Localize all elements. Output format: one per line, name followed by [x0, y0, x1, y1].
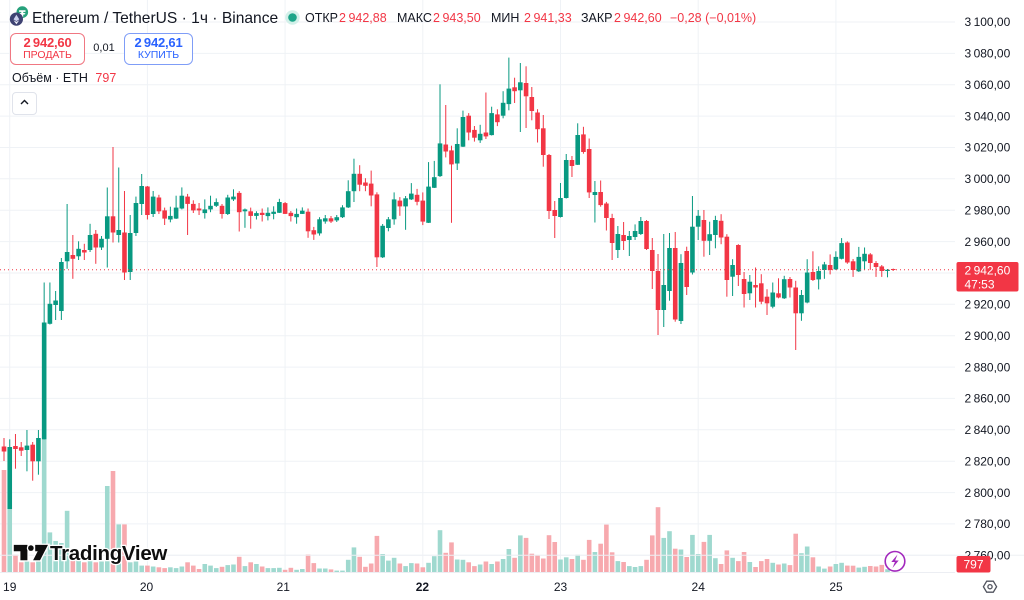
svg-text:22: 22 [416, 580, 430, 594]
svg-text:2 800,00: 2 800,00 [965, 486, 1011, 500]
svg-text:23: 23 [554, 580, 568, 594]
svg-text:3 060,00: 3 060,00 [965, 78, 1011, 92]
svg-text:2 900,00: 2 900,00 [965, 329, 1011, 343]
svg-text:25: 25 [829, 580, 843, 594]
svg-text:2 980,00: 2 980,00 [965, 203, 1011, 217]
svg-text:2 920,00: 2 920,00 [965, 298, 1011, 312]
svg-text:2 960,00: 2 960,00 [965, 235, 1011, 249]
svg-text:2 780,00: 2 780,00 [965, 517, 1011, 531]
svg-text:19: 19 [3, 580, 17, 594]
svg-text:2 860,00: 2 860,00 [965, 392, 1011, 406]
svg-text:3 020,00: 3 020,00 [965, 141, 1011, 155]
svg-text:20: 20 [140, 580, 154, 594]
svg-text:3 040,00: 3 040,00 [965, 109, 1011, 123]
svg-text:TradingView: TradingView [50, 542, 167, 565]
svg-text:47:53: 47:53 [965, 278, 995, 292]
svg-text:2 820,00: 2 820,00 [965, 454, 1011, 468]
svg-text:2 880,00: 2 880,00 [965, 360, 1011, 374]
svg-text:2 840,00: 2 840,00 [965, 423, 1011, 437]
svg-text:797: 797 [963, 557, 983, 571]
svg-text:3 100,00: 3 100,00 [965, 15, 1011, 29]
svg-text:21: 21 [277, 580, 291, 594]
svg-text:3 000,00: 3 000,00 [965, 172, 1011, 186]
svg-text:3 080,00: 3 080,00 [965, 47, 1011, 61]
svg-text:2 942,60: 2 942,60 [965, 264, 1011, 278]
svg-text:24: 24 [692, 580, 706, 594]
